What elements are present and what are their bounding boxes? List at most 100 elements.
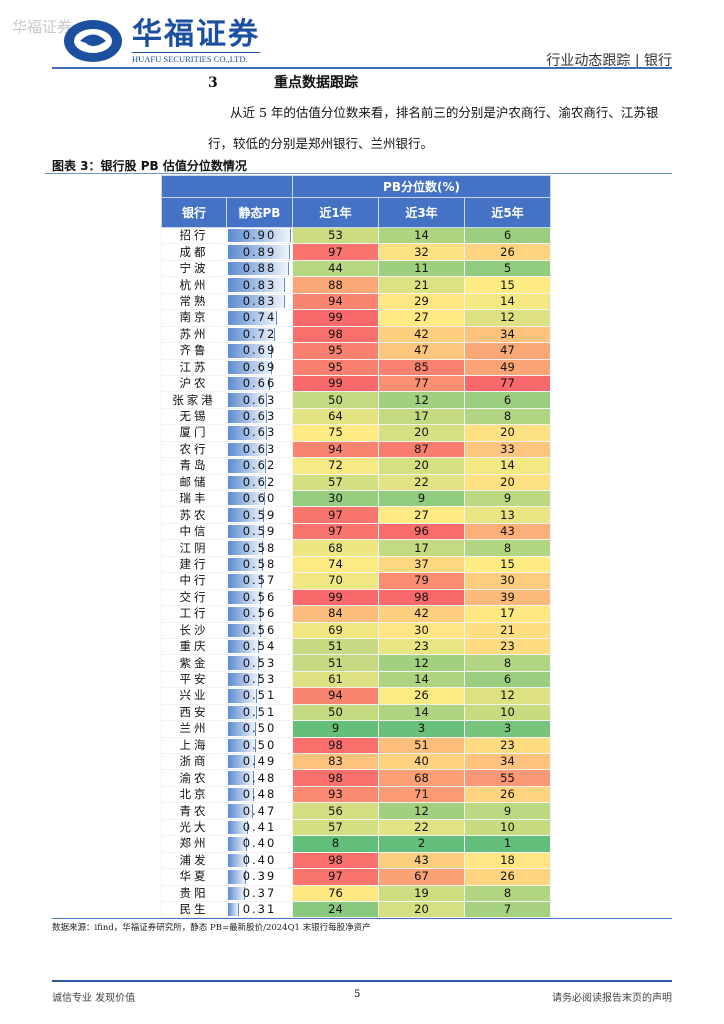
- bank-name: 招行: [161, 226, 227, 245]
- pb-percentile-table: PB分位数(%) 银行 静态PB 近1年 近3年 近5年 招行 0.90 53 14 6…: [161, 175, 551, 919]
- pb-value: 0.89: [242, 244, 277, 259]
- percentile-5y: 20: [464, 473, 551, 492]
- pb-value: 0.74: [242, 310, 277, 325]
- pb-data-bar: [228, 853, 248, 868]
- percentile-3y: 30: [378, 621, 465, 639]
- pb-data-bar: [228, 639, 260, 654]
- bank-name: 渝农: [161, 769, 227, 787]
- table-row: 中信 0.59 97 96 43: [161, 522, 551, 541]
- table-row: 江苏 0.69 95 85 49: [161, 358, 551, 376]
- percentile-3y: 23: [378, 637, 465, 656]
- pb-data-bar: [228, 524, 264, 539]
- bank-name: 江阴: [161, 539, 227, 557]
- pb-value: 0.58: [242, 540, 277, 555]
- pb-cell: 0.40: [226, 835, 293, 853]
- pb-data-bar: [228, 278, 285, 292]
- pb-data-bar: [228, 229, 291, 243]
- body-paragraph: 从近 5 年的估值分位数来看，排名前三的分别是沪农商行、渝农商行、江苏银行，较低…: [208, 105, 659, 151]
- table-row: 邮储 0.62 57 22 20: [161, 473, 551, 492]
- percentile-1y: 94: [292, 292, 379, 311]
- bank-name: 长沙: [161, 621, 227, 639]
- pb-value: 0.56: [242, 622, 277, 637]
- pb-data-bar: [228, 623, 262, 637]
- pb-value: 0.60: [242, 491, 277, 506]
- bank-name: 瑞丰: [161, 489, 227, 508]
- percentile-1y: 50: [292, 391, 379, 409]
- table-row: 沪农 0.66 99 77 77: [161, 374, 551, 393]
- table-row: 交行 0.56 99 98 39: [161, 588, 551, 607]
- percentile-3y: 40: [378, 752, 465, 771]
- pb-value: 0.56: [242, 589, 277, 604]
- company-logo: 华福证券 HUAFU SECURITIES CO.,LTD.: [62, 18, 260, 64]
- pb-value: 0.40: [242, 836, 277, 851]
- percentile-5y: 47: [464, 342, 551, 360]
- percentile-1y: 98: [292, 736, 379, 755]
- col-header-5y: 近5年: [464, 197, 551, 228]
- bank-name: 紫金: [161, 654, 227, 672]
- percentile-5y: 39: [464, 588, 551, 607]
- pb-cell: 0.74: [226, 309, 293, 327]
- percentile-1y: 44: [292, 259, 379, 278]
- percentile-5y: 8: [464, 407, 551, 426]
- pb-cell: 0.50: [226, 736, 293, 755]
- percentile-1y: 72: [292, 457, 379, 475]
- pb-data-bar: [228, 344, 273, 358]
- percentile-3y: 42: [378, 605, 465, 623]
- pb-data-bar: [228, 590, 262, 605]
- percentile-1y: 9: [292, 720, 379, 738]
- bank-name: 上海: [161, 736, 227, 755]
- pb-data-bar: [228, 787, 255, 802]
- percentile-5y: 26: [464, 868, 551, 886]
- percentile-3y: 14: [378, 226, 465, 245]
- pb-data-bar: [228, 771, 255, 785]
- pb-cell: 0.50: [226, 720, 293, 738]
- pb-value: 0.47: [242, 803, 277, 818]
- pb-value: 0.58: [242, 556, 277, 571]
- section-title: 重点数据跟踪: [274, 75, 358, 91]
- percentile-5y: 10: [464, 703, 551, 722]
- pb-value: 0.59: [242, 524, 277, 539]
- pb-cell: 0.89: [226, 243, 293, 261]
- pb-cell: 0.39: [226, 868, 293, 886]
- pb-cell: 0.54: [226, 637, 293, 656]
- percentile-5y: 34: [464, 325, 551, 344]
- percentile-3y: 51: [378, 736, 465, 755]
- pb-cell: 0.63: [226, 407, 293, 426]
- pb-value: 0.88: [242, 261, 277, 276]
- pb-value: 0.62: [242, 474, 277, 489]
- pb-data-bar: [228, 755, 256, 769]
- percentile-1y: 99: [292, 374, 379, 393]
- percentile-1y: 98: [292, 325, 379, 344]
- pb-value: 0.63: [242, 441, 277, 456]
- pb-data-bar: [228, 360, 273, 374]
- table-row: 西安 0.51 50 14 10: [161, 703, 551, 722]
- pb-cell: 0.63: [226, 440, 293, 459]
- pb-data-bar: [228, 557, 263, 572]
- percentile-5y: 30: [464, 572, 551, 590]
- percentile-5y: 12: [464, 309, 551, 327]
- table-row: 厦门 0.63 75 20 20: [161, 424, 551, 442]
- percentile-1y: 98: [292, 769, 379, 787]
- col-header-bank: 银行: [161, 197, 227, 228]
- pb-data-bar: [228, 607, 262, 621]
- bank-name: 成都: [161, 243, 227, 261]
- pb-cell: 0.83: [226, 276, 293, 294]
- percentile-1y: 51: [292, 637, 379, 656]
- pb-data-bar: [228, 689, 257, 703]
- percentile-5y: 13: [464, 506, 551, 524]
- bank-name: 江苏: [161, 358, 227, 376]
- bank-name: 工行: [161, 605, 227, 623]
- percentile-3y: 22: [378, 473, 465, 492]
- pb-value: 0.31: [242, 902, 277, 917]
- pb-cell: 0.66: [226, 374, 293, 393]
- percentile-5y: 34: [464, 752, 551, 771]
- percentile-5y: 17: [464, 605, 551, 623]
- percentile-5y: 8: [464, 654, 551, 672]
- percentile-1y: 97: [292, 522, 379, 541]
- percentile-3y: 21: [378, 276, 465, 294]
- pb-data-bar: [228, 376, 270, 391]
- bank-name: 无锡: [161, 407, 227, 426]
- pb-data-bar: [228, 705, 257, 720]
- pb-value: 0.62: [242, 458, 277, 473]
- pb-value: 0.41: [242, 819, 277, 834]
